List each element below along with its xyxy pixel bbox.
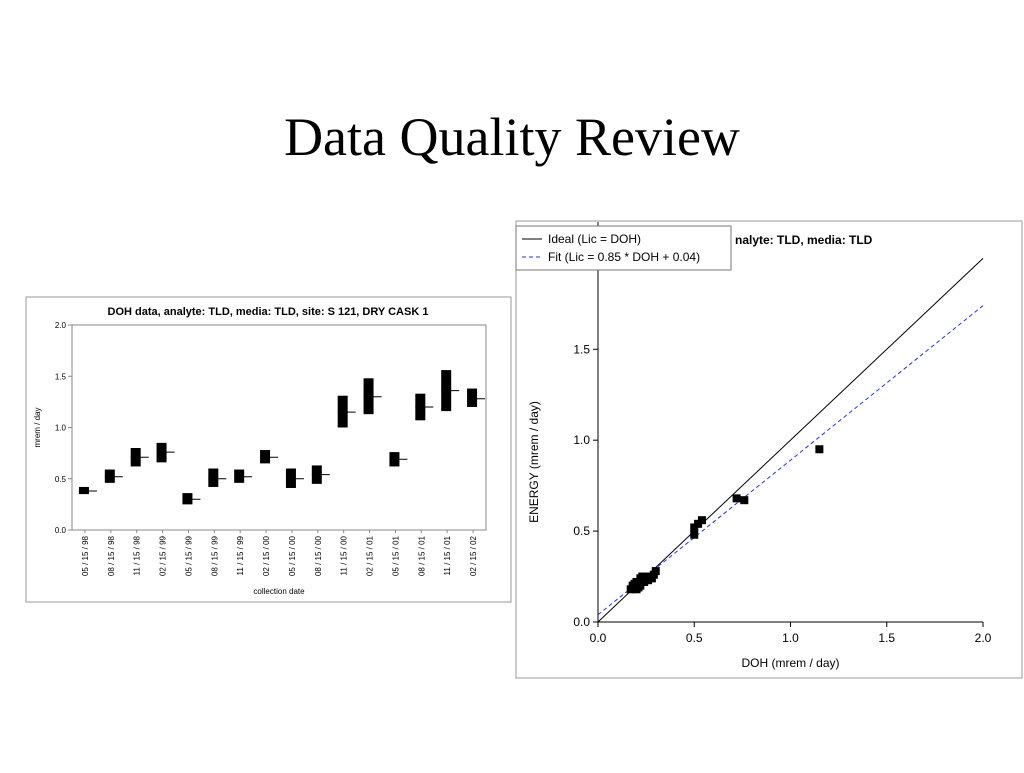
y-tick-label: 1.0 <box>573 433 590 447</box>
range-bar <box>234 469 245 483</box>
data-point <box>732 494 741 503</box>
x-tick-label: 11 / 15 / 01 <box>443 535 452 575</box>
chart-frame <box>515 220 1023 679</box>
range-bar <box>467 388 478 407</box>
x-axis-label: collection date <box>253 587 305 596</box>
range-bar <box>337 395 348 428</box>
fit-line <box>597 258 984 623</box>
data-point <box>690 530 699 539</box>
x-tick-label: 05 / 15 / 98 <box>81 535 90 576</box>
x-tick-label: 1.0 <box>782 631 799 645</box>
x-tick-label: 11 / 15 / 99 <box>236 535 245 575</box>
range-bar <box>363 378 374 415</box>
legend-label: Ideal (Lic = DOH) <box>548 232 641 246</box>
y-tick-label: 0.5 <box>573 524 590 538</box>
x-tick-label: 08 / 15 / 98 <box>107 535 116 576</box>
y-tick-label: 2.0 <box>55 321 67 330</box>
y-tick-label: 1.5 <box>573 342 590 356</box>
range-bar <box>78 486 89 495</box>
data-point <box>697 516 706 525</box>
x-tick-label: 05 / 15 / 99 <box>184 535 193 576</box>
x-axis-label: DOH (mrem / day) <box>741 656 839 670</box>
y-axis-label: ENERGY (mrem / day) <box>527 401 541 523</box>
range-bar <box>285 468 296 488</box>
chart-title: nalyte: TLD, media: TLD <box>735 233 873 247</box>
x-tick-label: 02 / 15 / 00 <box>262 535 271 576</box>
x-tick-label: 08 / 15 / 01 <box>417 535 426 576</box>
range-bar <box>156 442 167 463</box>
y-tick-label: 1.0 <box>55 424 67 433</box>
data-point <box>636 581 645 590</box>
x-tick-label: 02 / 15 / 01 <box>366 535 375 576</box>
y-tick-label: 0.0 <box>55 526 67 535</box>
range-bar <box>260 450 271 464</box>
x-tick-label: 05 / 15 / 01 <box>391 535 400 576</box>
legend-box <box>515 225 732 271</box>
y-tick-label: 0.5 <box>55 475 67 484</box>
x-tick-label: 02 / 15 / 02 <box>469 535 478 576</box>
data-point <box>815 445 824 454</box>
y-axis-label: mrem / day <box>33 407 42 447</box>
x-tick-label: 05 / 15 / 00 <box>288 535 297 576</box>
data-point <box>740 496 749 505</box>
y-tick-label: 0.0 <box>573 615 590 629</box>
x-tick-label: 0.5 <box>686 631 703 645</box>
chart-title: DOH data, analyte: TLD, media: TLD, site… <box>108 306 429 318</box>
x-tick-label: 11 / 15 / 98 <box>133 535 142 575</box>
range-bar <box>104 469 115 483</box>
x-tick-label: 0.0 <box>590 631 607 645</box>
range-bar <box>208 468 219 487</box>
y-tick-label: 1.5 <box>55 372 67 381</box>
data-point <box>651 567 660 576</box>
slide-title: Data Quality Review <box>284 107 740 167</box>
x-tick-label: 08 / 15 / 00 <box>314 535 323 576</box>
x-tick-label: 02 / 15 / 99 <box>159 535 168 576</box>
legend-label: Fit (Lic = 0.85 * DOH + 0.04) <box>548 250 700 264</box>
fit-line <box>597 305 984 616</box>
chart-frame <box>25 296 512 603</box>
x-tick-label: 2.0 <box>975 631 992 645</box>
x-tick-label: 1.5 <box>878 631 895 645</box>
x-tick-label: 08 / 15 / 99 <box>210 535 219 576</box>
range-bar <box>182 493 193 505</box>
x-tick-label: 11 / 15 / 00 <box>340 535 349 575</box>
